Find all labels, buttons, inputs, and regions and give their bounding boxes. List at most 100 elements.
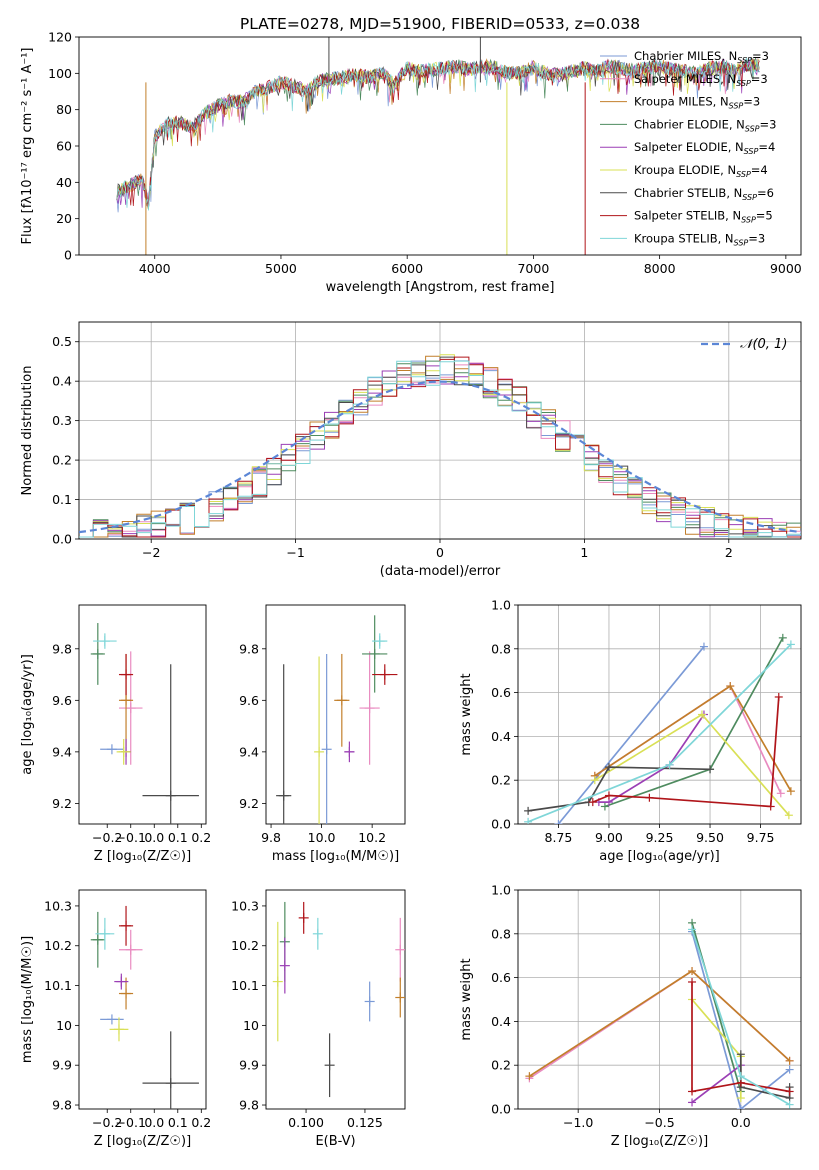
y-axis-label: mass weight <box>459 958 474 1040</box>
x-tick-label: 10.0 <box>308 830 336 845</box>
x-tick-label: −2 <box>142 545 160 560</box>
y-tick-label: 1.0 <box>491 598 511 613</box>
legend-label-km: Kroupa MILES, NSSP=3 <box>634 95 760 111</box>
x-tick-label: 5000 <box>265 261 297 276</box>
x-tick-label: 2 <box>725 545 733 560</box>
y-tick-label: 9.9 <box>239 1058 259 1073</box>
y-tick-label: 60 <box>56 139 72 154</box>
histogram-ks <box>79 360 801 538</box>
x-axis-label: Z [log₁₀(Z/Z☉)] <box>94 1134 191 1149</box>
y-tick-label: 10.1 <box>231 978 259 993</box>
x-tick-label: 9.50 <box>696 830 724 845</box>
clip-weight_vs_Z-lines-group <box>525 918 794 1109</box>
spectrum-legend: Chabrier MILES, NSSP=3 Salpeter MILES, NS… <box>600 49 776 247</box>
plot-frame <box>78 889 207 1110</box>
y-tick-label: 0.5 <box>52 334 72 349</box>
x-tick-label: 0.2 <box>191 830 211 845</box>
y-tick-label: 0.0 <box>491 1102 511 1117</box>
weight-line-ss <box>592 696 780 808</box>
y-tick-label: 10.2 <box>231 938 259 953</box>
legend-label-ce: Chabrier ELODIE, NSSP=3 <box>634 117 776 133</box>
age_vs_Z-axes: −0.2−0.10.0 0.1 0.2 9.2 9.4 9.6 9.8 Z [log₁₀(Z/… <box>20 604 211 864</box>
x-tick-label: 4000 <box>139 261 171 276</box>
y-tick-label: 0.6 <box>491 970 511 985</box>
legend-label-se: Salpeter ELODIE, NSSP=4 <box>634 140 775 156</box>
y-tick-label: 9.4 <box>239 744 259 759</box>
plot-frame <box>517 889 802 1110</box>
plot-frame <box>517 604 802 825</box>
x-axis-label: wavelength [Angstrom, rest frame] <box>326 280 555 295</box>
x-tick-label: 9000 <box>770 261 802 276</box>
weight-line-ce <box>691 922 742 1092</box>
x-tick-label: −0.5 <box>644 1115 674 1130</box>
y-tick-label: 0.2 <box>52 453 72 468</box>
y-tick-label: 9.6 <box>239 693 259 708</box>
x-tick-label: 0.1 <box>168 1115 188 1130</box>
y-axis-label: age [log₁₀(age/yr)] <box>20 654 35 775</box>
weight-line-cm <box>557 646 705 824</box>
y-axis-label: Flux [fλ10⁻¹⁷ erg cm⁻² s⁻¹ A⁻¹] <box>20 48 35 245</box>
x-tick-label: 10.2 <box>358 830 386 845</box>
legend-label-ke: Kroupa ELODIE, NSSP=4 <box>634 163 768 179</box>
y-tick-label: 0.2 <box>491 773 511 788</box>
x-tick-label: 8.75 <box>545 830 573 845</box>
y-tick-label: 0.4 <box>52 374 72 389</box>
x-tick-label: −0.1 <box>116 1115 146 1130</box>
weight-line-cm <box>691 931 791 1109</box>
plot-frame <box>265 889 406 1110</box>
weight-line-ce <box>604 637 784 808</box>
weight-line-ss <box>691 982 790 1093</box>
clip-mass_vs_Z-pts-group <box>90 905 199 1109</box>
plot-frame <box>265 604 406 825</box>
x-tick-label: −1 <box>286 545 304 560</box>
weight-line-cs <box>527 766 711 812</box>
residuals-axes: −2 −1 0 1 2 0.0 0.1 0.2 0.3 0.4 0.5 (data-model)/er… <box>20 321 802 579</box>
legend-label-sm: Salpeter MILES, NSSP=3 <box>634 72 768 88</box>
legend-label-cs: Chabrier STELIB, NSSP=6 <box>634 186 774 202</box>
y-tick-label: 40 <box>56 175 72 190</box>
x-axis-label: Z [log₁₀(Z/Z☉)] <box>94 849 191 864</box>
gaussian-legend-label: 𝒩(0, 1) <box>740 337 787 352</box>
x-tick-label: −0.2 <box>92 830 122 845</box>
mass_vs_Z-axes: −0.2−0.10.0 0.1 0.2 9.8 9.9 10 10.1 10.2 10.3 Z [… <box>20 889 211 1149</box>
legend-label-ss: Salpeter STELIB, NSSP=5 <box>634 209 773 225</box>
x-tick-label: 7000 <box>517 261 549 276</box>
clip-age_vs_Z-pts-group <box>90 623 199 824</box>
x-tick-label: 8000 <box>644 261 676 276</box>
clip-mass_vs_ebv-pts-group <box>272 901 405 1098</box>
x-tick-label: −1.0 <box>563 1115 593 1130</box>
plot-frame <box>78 321 802 540</box>
y-tick-label: 80 <box>56 102 72 117</box>
clip-age_vs_mass-pts-group <box>276 615 398 824</box>
y-tick-label: 0.6 <box>491 685 511 700</box>
y-tick-label: 100 <box>48 66 72 81</box>
y-tick-label: 9.2 <box>239 796 259 811</box>
spectrum-axes: 4000 5000 6000 7000 8000 9000 0 20 40 60 80 100 120 w… <box>20 30 802 296</box>
x-tick-label: 0.2 <box>191 1115 211 1130</box>
clip-spectrum-group <box>116 37 760 255</box>
y-tick-label: 9.8 <box>52 1098 72 1113</box>
x-tick-label: 0.100 <box>288 1115 324 1130</box>
y-tick-label: 9.9 <box>52 1058 72 1073</box>
y-tick-label: 0.8 <box>491 926 511 941</box>
y-axis-label: mass weight <box>459 673 474 755</box>
x-axis-label: E(B-V) <box>315 1134 355 1149</box>
y-tick-label: 0.4 <box>491 1014 511 1029</box>
x-tick-label: −0.1 <box>116 830 146 845</box>
x-tick-label: 9.25 <box>646 830 674 845</box>
x-tick-label: −0.2 <box>92 1115 122 1130</box>
plot-frame <box>78 36 802 256</box>
y-tick-label: 10 <box>243 1018 259 1033</box>
y-tick-label: 9.8 <box>52 641 72 656</box>
y-tick-label: 20 <box>56 211 72 226</box>
x-tick-label: 9.8 <box>261 830 281 845</box>
y-tick-label: 120 <box>48 30 72 45</box>
x-tick-label: 0.0 <box>144 1115 164 1130</box>
y-tick-label: 10 <box>56 1018 72 1033</box>
y-tick-label: 9.4 <box>52 744 72 759</box>
clip-weight_vs_age-lines-group <box>524 633 795 824</box>
y-tick-label: 0.1 <box>52 492 72 507</box>
y-tick-label: 9.6 <box>52 693 72 708</box>
x-tick-label: 0.0 <box>731 1115 751 1130</box>
